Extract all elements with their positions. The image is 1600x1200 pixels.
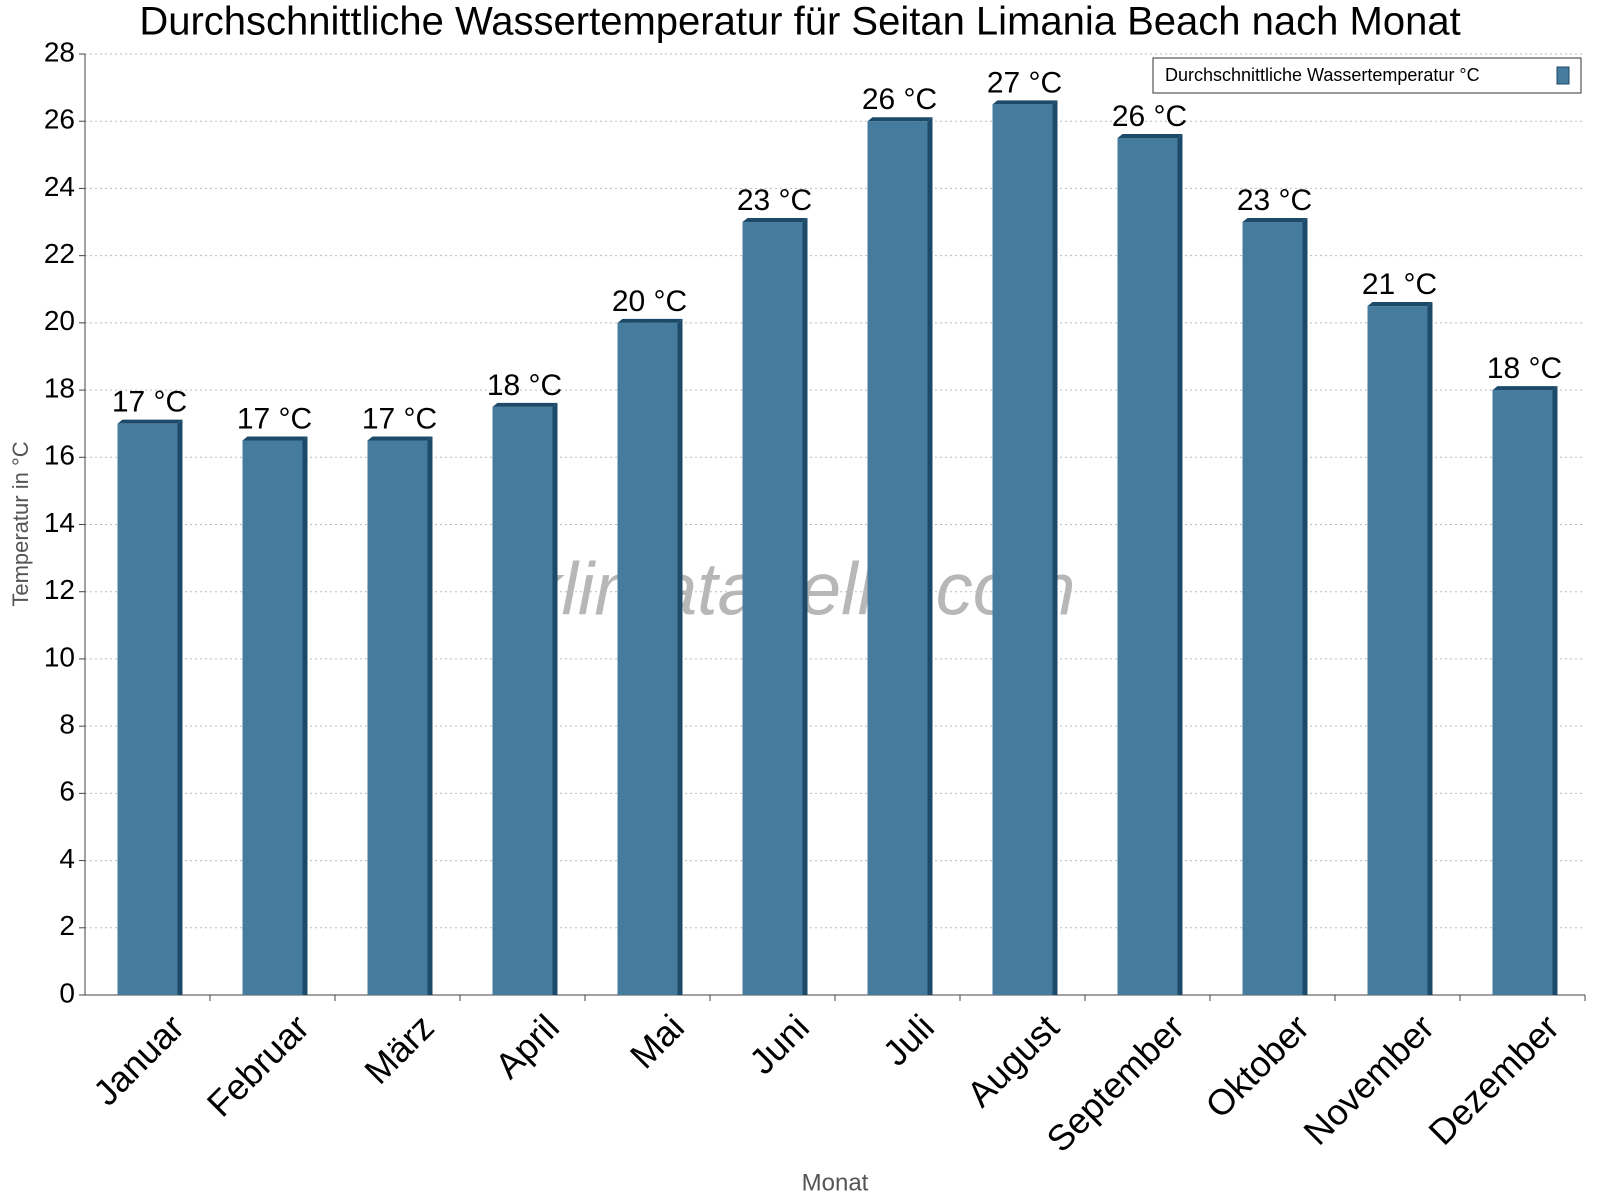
bar: [492, 406, 553, 995]
bar: [742, 222, 803, 996]
x-tick-label: Oktober: [1197, 1006, 1317, 1126]
bar-side: [302, 436, 308, 995]
bar: [367, 440, 428, 995]
bar-top: [1367, 302, 1433, 307]
bar-top: [242, 436, 308, 441]
y-tick-label: 4: [59, 843, 75, 874]
y-tick-label: 14: [44, 507, 75, 538]
bar-top: [992, 100, 1058, 105]
value-label: 26 °C: [1112, 100, 1187, 133]
y-tick-label: 16: [44, 440, 75, 471]
bar-side: [1552, 386, 1558, 996]
y-tick-label: 2: [59, 910, 75, 941]
value-label: 23 °C: [1237, 184, 1312, 217]
bar: [242, 440, 303, 995]
y-tick-label: 24: [44, 171, 75, 202]
x-tick-label: November: [1295, 1006, 1441, 1152]
bar-side: [927, 117, 933, 995]
x-tick-label: Dezember: [1420, 1006, 1566, 1152]
bar-top: [1117, 134, 1183, 139]
x-tick-label: Juli: [875, 1006, 942, 1073]
bar-top: [617, 318, 683, 323]
bar-side: [1052, 100, 1058, 996]
value-label: 21 °C: [1362, 268, 1437, 301]
bar-side: [1427, 302, 1433, 995]
y-tick-label: 18: [44, 372, 75, 403]
bar: [1492, 390, 1553, 996]
x-tick-label: September: [1038, 1006, 1192, 1160]
y-tick-label: 0: [59, 977, 75, 1008]
x-tick-label: April: [487, 1006, 567, 1086]
x-tick-label: März: [356, 1006, 442, 1092]
bar-side: [427, 436, 433, 995]
bar: [1117, 138, 1178, 996]
bar-top: [867, 117, 933, 122]
value-label: 23 °C: [737, 184, 812, 217]
x-tick-label: Mai: [622, 1006, 692, 1076]
value-label: 18 °C: [1487, 352, 1562, 385]
y-tick-label: 12: [44, 574, 75, 605]
bar-side: [1302, 218, 1308, 996]
x-tick-label: Juni: [741, 1006, 817, 1082]
chart-title: Durchschnittliche Wassertemperatur für S…: [139, 0, 1460, 44]
y-axis-title: Temperatur in °C: [8, 441, 33, 606]
y-tick-label: 20: [44, 305, 75, 336]
value-label: 17 °C: [362, 402, 437, 435]
bar: [992, 104, 1053, 996]
value-label: 27 °C: [987, 66, 1062, 99]
bar-top: [117, 419, 183, 424]
bar-side: [802, 218, 808, 996]
legend-label: Durchschnittliche Wassertemperatur °C: [1165, 65, 1480, 85]
bar: [867, 121, 928, 995]
value-label: 18 °C: [487, 369, 562, 402]
bar: [617, 322, 678, 995]
x-axis-title: Monat: [802, 1169, 869, 1196]
y-tick-label: 10: [44, 641, 75, 672]
bar-side: [552, 402, 558, 995]
bar-top: [367, 436, 433, 441]
bar-side: [1177, 134, 1183, 996]
y-tick-label: 26: [44, 104, 75, 135]
bar-top: [1492, 386, 1558, 391]
bar-top: [492, 402, 558, 407]
bar-top: [1242, 218, 1308, 223]
y-tick-label: 28: [44, 36, 75, 67]
y-tick-label: 6: [59, 776, 75, 807]
legend-swatch: [1556, 66, 1570, 85]
x-tick-label: Februar: [199, 1006, 317, 1124]
legend-box: [1152, 57, 1582, 94]
bar-side: [677, 318, 683, 995]
bar: [1242, 222, 1303, 996]
bar: [1367, 306, 1428, 995]
y-tick-label: 22: [44, 238, 75, 269]
value-label: 26 °C: [862, 83, 937, 116]
bar-top: [742, 218, 808, 223]
value-label: 20 °C: [612, 285, 687, 318]
x-tick-label: Januar: [85, 1006, 192, 1113]
y-tick-label: 8: [59, 709, 75, 740]
bar-side: [177, 419, 183, 995]
value-label: 17 °C: [237, 402, 312, 435]
x-tick-label: August: [959, 1006, 1067, 1114]
value-label: 17 °C: [112, 386, 187, 419]
bar: [117, 423, 178, 995]
